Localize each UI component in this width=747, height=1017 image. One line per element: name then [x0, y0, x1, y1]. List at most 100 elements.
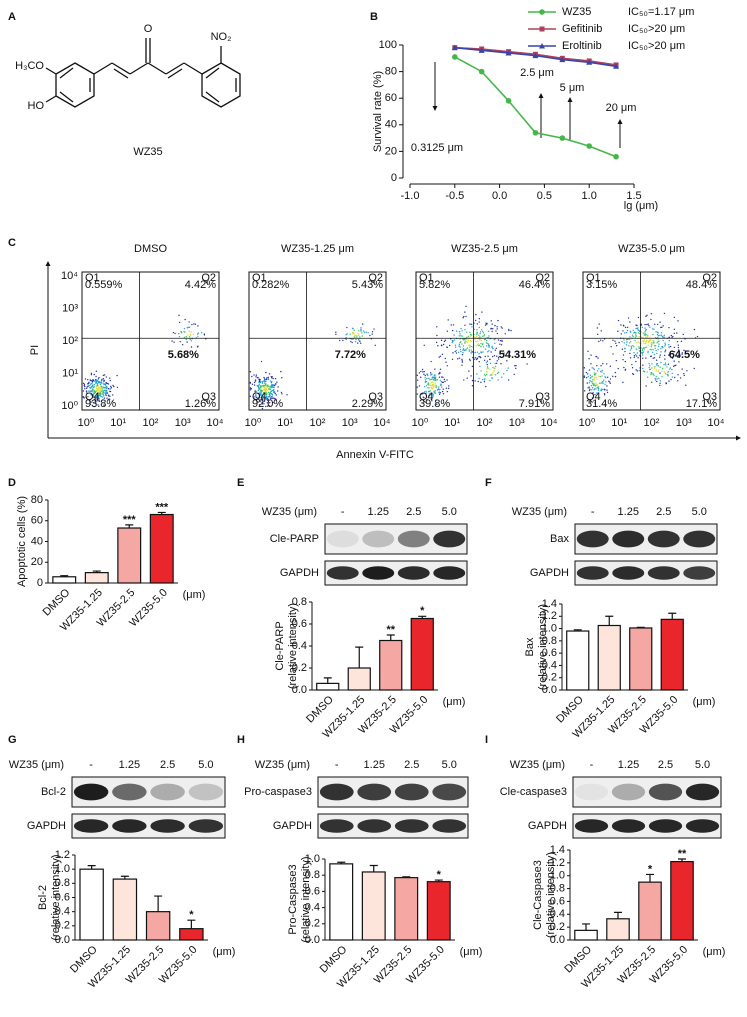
- event-dot: [620, 333, 622, 335]
- event-dot: [593, 377, 596, 380]
- event-dot: [656, 352, 658, 355]
- event-dot: [587, 387, 589, 389]
- event-dot: [629, 336, 631, 338]
- blot-band: [647, 530, 680, 548]
- event-dot: [95, 375, 97, 378]
- event-dot: [677, 320, 679, 322]
- event-dot: [484, 355, 486, 358]
- event-dot: [461, 358, 463, 361]
- plot-title: WZ35-2.5 μm: [451, 243, 518, 255]
- x-tick-label: DMSO: [68, 943, 100, 975]
- axis-label: Annexin V-FITC: [336, 449, 414, 461]
- event-dot: [272, 384, 274, 386]
- event-dot: [497, 358, 500, 360]
- event-dot: [93, 373, 95, 376]
- quadrant-name: Q4: [419, 391, 434, 403]
- y-tick-label: 0.4: [292, 640, 307, 652]
- chemical-structure: [45, 38, 241, 108]
- event-dot: [434, 382, 437, 384]
- event-dot: [655, 364, 658, 366]
- event-dot: [184, 331, 186, 333]
- event-dot: [478, 353, 480, 355]
- y-tick-label: 1.0: [550, 870, 565, 882]
- event-dot: [112, 384, 114, 387]
- event-dot: [496, 326, 498, 328]
- event-dot: [468, 358, 471, 360]
- event-dot: [476, 335, 478, 338]
- event-dot: [487, 345, 490, 347]
- error-bar: [418, 615, 427, 619]
- event-dot: [266, 384, 269, 387]
- event-dot: [184, 318, 186, 321]
- event-dot: [436, 379, 439, 381]
- event-dot: [421, 368, 424, 371]
- quadrant-percent: 5.82%: [419, 279, 450, 291]
- event-dot: [481, 311, 483, 313]
- compound-name: WZ35: [133, 146, 162, 158]
- event-dot: [486, 351, 489, 353]
- event-dot: [502, 373, 505, 375]
- event-dot: [497, 339, 500, 341]
- event-dot: [260, 397, 262, 399]
- event-dot: [478, 334, 480, 336]
- event-dot: [102, 399, 104, 401]
- event-dot: [653, 357, 656, 359]
- event-dot: [455, 352, 458, 354]
- bar: [316, 682, 340, 691]
- event-dot: [469, 335, 471, 337]
- event-dot: [188, 321, 190, 323]
- event-dot: [486, 339, 488, 342]
- event-dot: [178, 321, 181, 324]
- event-dot: [645, 340, 648, 343]
- quadrant-name: Q3: [702, 391, 717, 403]
- event-dot: [644, 330, 647, 332]
- bar: [52, 576, 77, 584]
- event-dot: [652, 339, 654, 341]
- event-dot: [257, 385, 259, 388]
- event-dot: [507, 379, 510, 381]
- event-dot: [459, 333, 461, 335]
- event-dot: [485, 368, 488, 370]
- error-bar: [337, 861, 346, 864]
- event-dot: [103, 374, 106, 376]
- event-dot: [476, 344, 479, 346]
- event-dot: [416, 379, 419, 381]
- event-dot: [483, 333, 486, 336]
- event-dot: [274, 383, 277, 385]
- y-tick-label: 0.0: [55, 934, 70, 946]
- x-tick-label: 10¹: [110, 417, 126, 429]
- event-dot: [98, 400, 101, 402]
- event-dot: [673, 316, 676, 319]
- y-tick-label: 0.4: [550, 908, 565, 920]
- event-dot: [600, 388, 603, 390]
- event-dot: [591, 389, 593, 391]
- event-dot: [261, 407, 264, 410]
- event-dot: [641, 349, 644, 352]
- quadrant-name: Q1: [586, 272, 601, 284]
- event-dot: [618, 341, 620, 344]
- y-tick-label: 0.2: [55, 920, 70, 932]
- event-dot: [464, 311, 466, 313]
- event-dot: [270, 392, 273, 395]
- panel-label: H: [237, 734, 245, 746]
- blot-row-label: Cle-PARP: [270, 533, 319, 545]
- event-dot: [664, 358, 666, 360]
- event-dot: [597, 375, 600, 378]
- event-dot: [428, 395, 430, 397]
- bar: [84, 572, 109, 584]
- x-tick-label: 10¹: [611, 417, 627, 429]
- event-dot: [259, 379, 261, 381]
- event-dot: [593, 384, 596, 386]
- error-bar: [605, 615, 614, 626]
- blot-row-label: GAPDH: [530, 567, 569, 579]
- event-dot: [615, 345, 618, 347]
- event-dot: [594, 402, 596, 404]
- event-dot: [432, 395, 434, 397]
- event-dot: [110, 387, 113, 389]
- event-dot: [657, 365, 660, 367]
- lane-label: 1.25: [368, 506, 389, 518]
- event-dot: [693, 367, 695, 370]
- data-point: [452, 54, 458, 60]
- event-dot: [434, 390, 436, 392]
- event-dot: [671, 372, 673, 375]
